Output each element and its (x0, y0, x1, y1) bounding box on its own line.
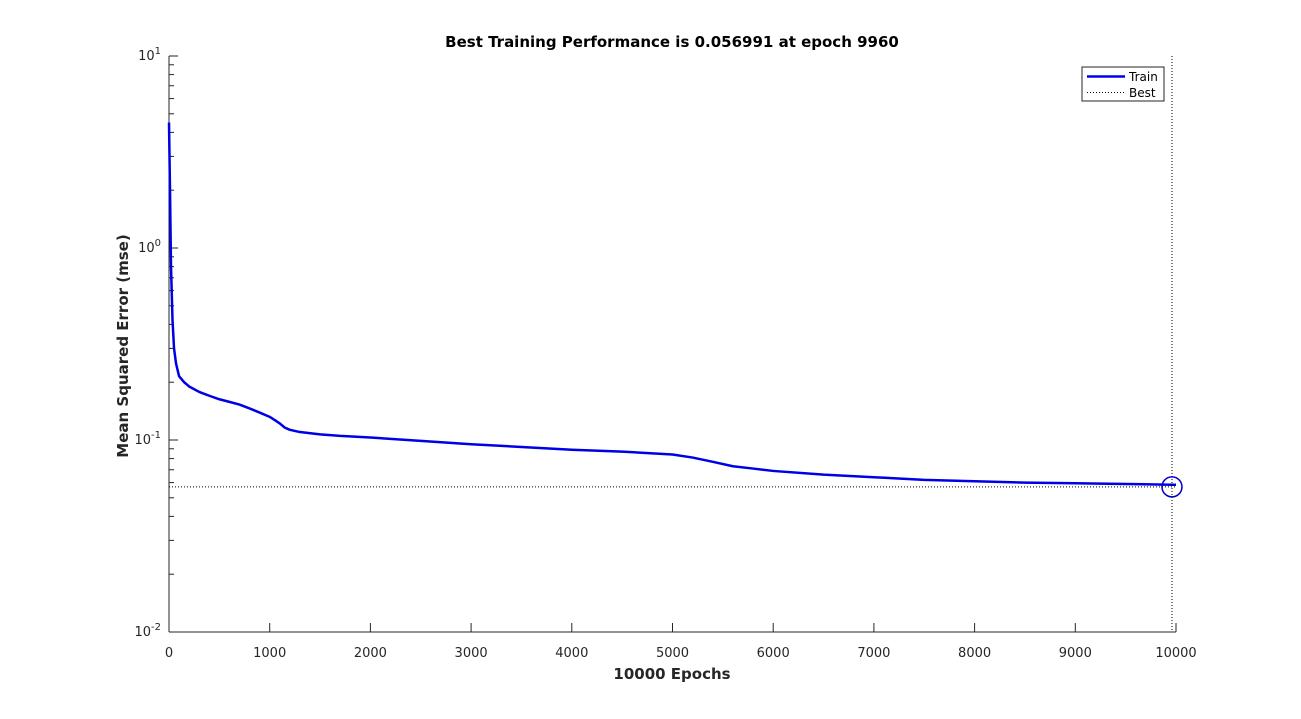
y-tick-label: 10-1 (134, 430, 161, 448)
axes: 0 1000 2000 3000 4000 5000 6000 7000 8000 9000 100… (134, 46, 1196, 661)
legend: Train Best (1081, 66, 1165, 102)
x-tick-label: 9000 (1059, 646, 1092, 661)
x-tick-label: 10000 (1155, 646, 1196, 661)
best-point-marker (1161, 476, 1183, 498)
x-axis-label: 10000 Epochs (613, 665, 730, 683)
x-tick-label: 5000 (656, 646, 689, 661)
x-tick-label: 1000 (253, 646, 286, 661)
y-axis-label: Mean Squared Error (mse) (114, 234, 132, 457)
train-series-line (167, 122, 1176, 486)
y-tick-base: 10 (138, 241, 155, 256)
y-tick-base: 10 (134, 625, 151, 640)
x-tick-label: 2000 (354, 646, 387, 661)
y-tick-base: 10 (138, 49, 155, 64)
y-tick-exponent: 0 (155, 238, 161, 249)
y-tick-exponent: 1 (155, 46, 161, 57)
y-tick-label: 10-2 (134, 622, 161, 640)
y-tick-base: 10 (134, 433, 151, 448)
y-tick-exponent: -2 (151, 622, 161, 633)
x-tick-label: 0 (165, 646, 173, 661)
series-layer (167, 56, 1183, 632)
chart-title: Best Training Performance is 0.056991 at… (445, 33, 899, 51)
legend-box (1081, 66, 1165, 102)
x-tick-label: 3000 (455, 646, 488, 661)
y-tick-exponent: -1 (151, 430, 161, 441)
x-tick-label: 4000 (555, 646, 588, 661)
legend-best-label: Best (1129, 86, 1156, 100)
x-tick-label: 8000 (958, 646, 991, 661)
legend-train-label: Train (1128, 70, 1158, 84)
y-tick-label: 100 (138, 238, 161, 256)
x-tick-label: 7000 (857, 646, 890, 661)
x-tick-label: 6000 (757, 646, 790, 661)
y-tick-label: 101 (138, 46, 161, 64)
